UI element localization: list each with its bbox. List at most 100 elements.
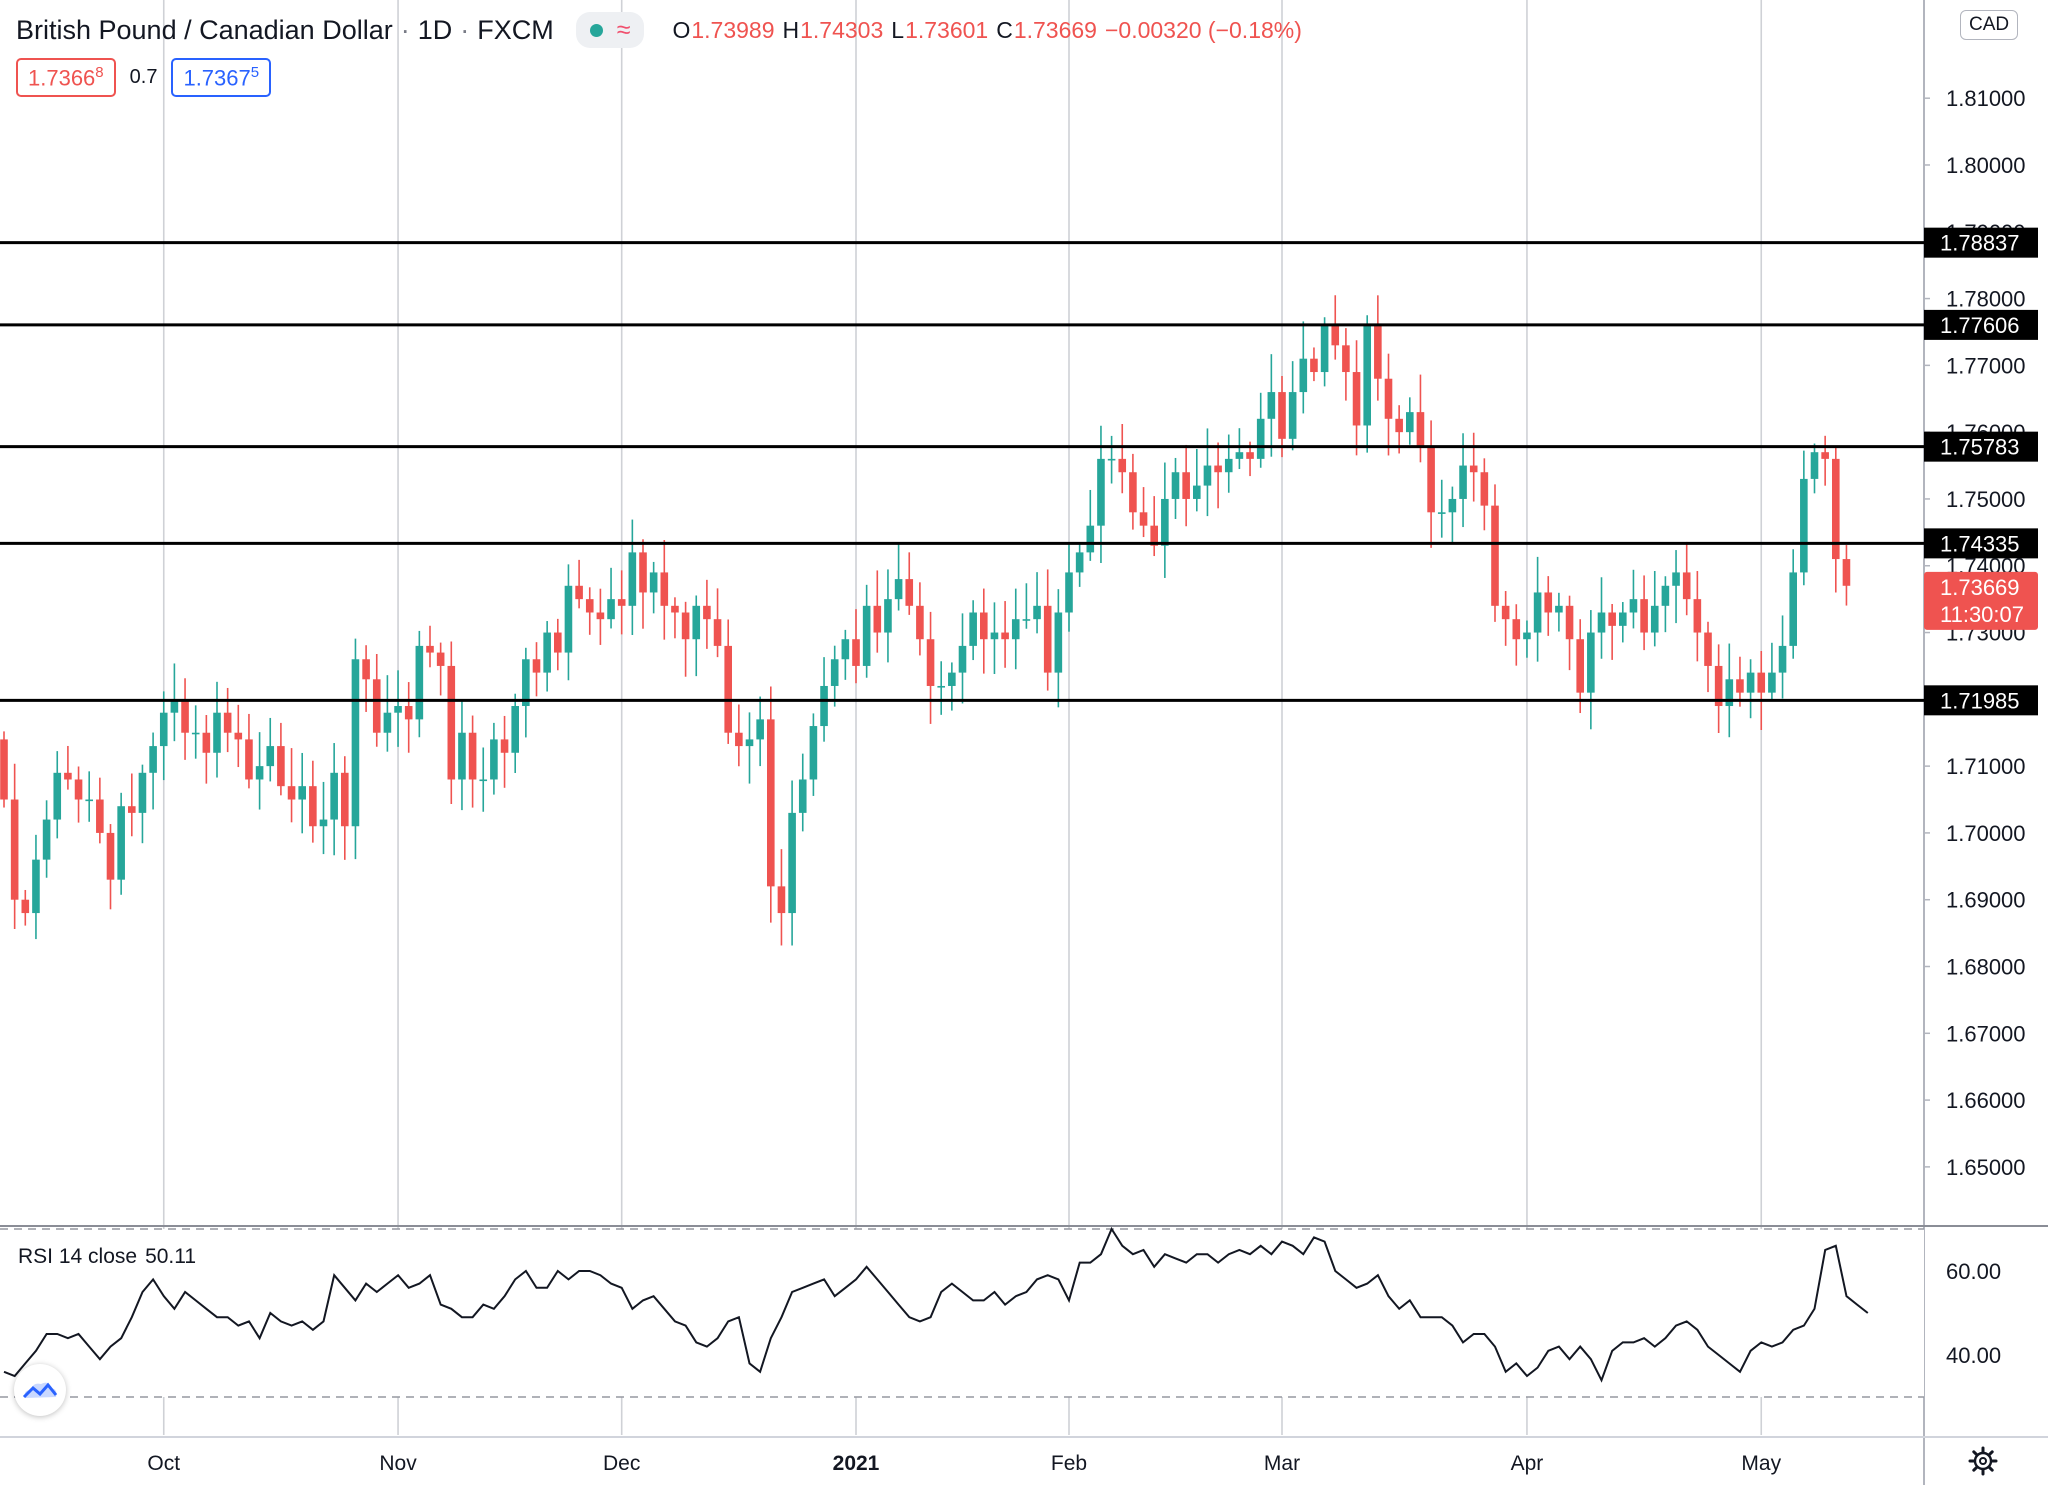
candle-body: [106, 832, 115, 880]
candle-body: [1587, 632, 1595, 693]
candle-body: [671, 605, 679, 613]
candle-body: [585, 599, 594, 613]
price-tick-label: 1.77000: [1946, 353, 2026, 378]
candle-body: [1832, 458, 1840, 560]
candle-body: [74, 779, 83, 800]
candle-body: [958, 645, 967, 673]
candle-body: [862, 605, 871, 666]
candle-body: [255, 766, 264, 780]
candle-body: [1704, 632, 1712, 666]
candle-series: [0, 295, 1851, 946]
interval-label[interactable]: 1D: [417, 14, 453, 45]
candle-body: [756, 719, 764, 740]
candle-body: [245, 739, 253, 780]
candle-body: [1075, 552, 1084, 573]
candle-body: [1352, 372, 1361, 426]
candle-body: [1725, 679, 1734, 707]
candle-body: [330, 772, 338, 820]
candle-body: [617, 599, 626, 606]
time-tick-label: Mar: [1264, 1452, 1300, 1475]
candle-body: [383, 712, 392, 733]
candle-body: [916, 605, 924, 640]
currency-badge[interactable]: CAD: [1960, 10, 2019, 40]
candle-body: [681, 612, 690, 640]
candle-body: [1182, 472, 1190, 499]
candle-body: [319, 819, 328, 827]
level-price-label-bg: [1924, 309, 2038, 340]
price-tick-label: 1.81000: [1946, 86, 2026, 111]
candle-body: [948, 672, 956, 686]
candle-body: [351, 659, 360, 827]
candle-body: [575, 585, 583, 600]
time-tick-label: Apr: [1511, 1452, 1544, 1475]
candle-body: [1437, 512, 1446, 514]
ohlc-close: C1.73669: [996, 16, 1097, 43]
candle-body: [1086, 525, 1095, 553]
candle-body: [53, 772, 62, 820]
time-tick-label: May: [1741, 1452, 1781, 1475]
ohlc-open: O1.73989: [672, 16, 775, 43]
candle-body: [713, 619, 722, 646]
candle-body: [1171, 472, 1180, 499]
candle-body: [1043, 605, 1052, 673]
candle-body: [852, 639, 860, 666]
candle-body: [191, 732, 200, 735]
tradingview-cloud-logo-icon[interactable]: [14, 1364, 66, 1416]
time-tick-label: Dec: [603, 1452, 640, 1475]
candle-body: [309, 786, 317, 827]
time-tick-label: Oct: [147, 1452, 180, 1475]
rsi-band-fill: [0, 1229, 1924, 1397]
candle-body: [1512, 619, 1521, 640]
candle-body: [777, 886, 786, 914]
level-price-label-bg: [1924, 227, 2038, 258]
candle-body: [1693, 599, 1702, 633]
rsi-value: 50.11: [145, 1245, 197, 1268]
candle-body: [1650, 605, 1659, 633]
candle-body: [341, 772, 349, 827]
candle-body: [458, 732, 466, 780]
candle-body: [873, 605, 882, 633]
candle-body: [372, 679, 381, 733]
buy-button[interactable]: 1.73675: [171, 58, 272, 98]
rsi-title[interactable]: RSI 14 close: [18, 1245, 138, 1268]
candle-body: [767, 719, 775, 887]
candle-body: [724, 645, 732, 733]
candle-body: [1501, 605, 1510, 620]
candle-body: [1011, 619, 1020, 640]
price-tick-label: 1.80000: [1946, 153, 2026, 178]
candle-body: [1363, 325, 1371, 426]
candle-body: [1107, 458, 1116, 461]
candle-body: [1789, 572, 1797, 646]
level-price-label-bg: [1924, 431, 2038, 462]
candle-body: [1246, 452, 1254, 459]
candle-body: [1416, 412, 1425, 446]
header-separator: ·: [460, 14, 470, 45]
candle-body: [809, 726, 818, 780]
price-tick-label: 1.66000: [1946, 1088, 2026, 1113]
candle-body: [42, 819, 51, 860]
candle-body: [404, 706, 413, 720]
candle-body: [1022, 619, 1031, 621]
candle-body: [96, 799, 104, 833]
header-separator: ·: [400, 14, 410, 45]
symbol-name[interactable]: British Pound / Canadian Dollar: [16, 14, 393, 45]
candle-body: [1150, 525, 1158, 546]
candle-body: [649, 572, 658, 593]
approx-wave-icon[interactable]: ≈: [616, 15, 631, 44]
candle-body: [596, 612, 605, 620]
candle-body: [894, 579, 903, 600]
level-price-label: 1.77606: [1940, 313, 2020, 338]
gear-icon[interactable]: [1968, 1446, 1998, 1476]
visibility-toggle[interactable]: ≈: [575, 12, 645, 48]
candle-body: [1555, 605, 1563, 613]
eye-dot-icon[interactable]: [589, 23, 603, 37]
candle-body: [117, 806, 125, 880]
sell-button[interactable]: 1.73668: [16, 58, 116, 98]
price-tick-label: 1.65000: [1946, 1155, 2026, 1180]
candle-body: [1448, 498, 1457, 513]
candle-body: [234, 732, 243, 740]
candle-body: [926, 639, 935, 686]
rsi-legend: RSI 14 close 50.11: [18, 1245, 196, 1269]
candle-body: [223, 712, 232, 733]
